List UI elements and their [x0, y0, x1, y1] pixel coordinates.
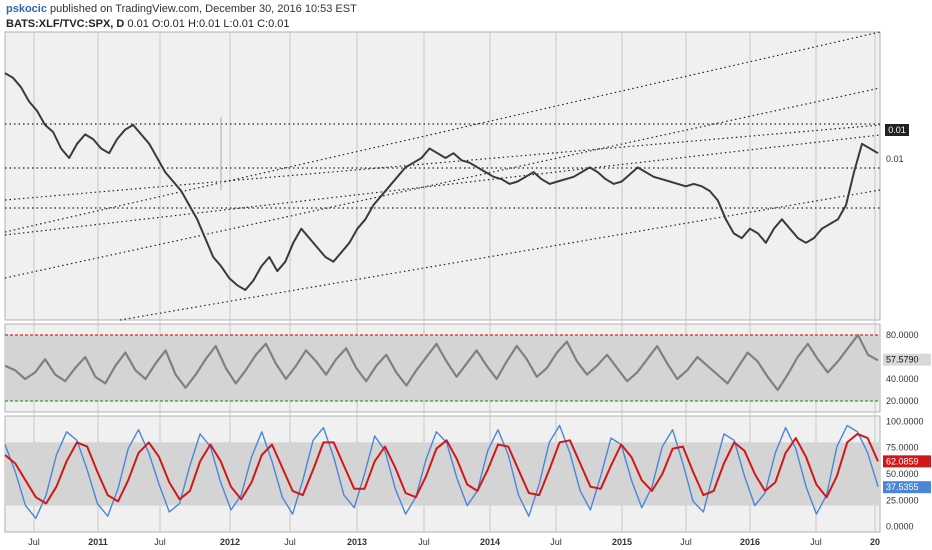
x-tick-label: Jul [28, 537, 40, 547]
price-series-line [4, 72, 879, 291]
rsi-y-tick: 20.0000 [886, 396, 919, 406]
publish-line: pskocic published on TradingView.com, De… [6, 2, 357, 17]
stoch-y-tick: 25.0000 [886, 495, 919, 505]
trendline [4, 87, 881, 279]
author-link[interactable]: pskocic [6, 3, 47, 15]
rsi-last-tag [883, 353, 931, 366]
stoch-k-line [4, 424, 879, 519]
stoch-y-tick: 50.0000 [886, 469, 919, 479]
x-tick-label: 2011 [88, 537, 108, 547]
x-tick-label: Jul [810, 537, 822, 547]
x-tick-label: 2015 [612, 537, 632, 547]
x-tick-label: Jul [284, 537, 296, 547]
panel-price [4, 31, 881, 321]
stoch-y-tick: 75.0000 [886, 443, 919, 453]
trendline [4, 134, 881, 236]
stoch-d-last-value: 62.0859 [886, 456, 919, 466]
rsi-y-tick: 80.0000 [886, 330, 919, 340]
rsi-band [5, 335, 880, 401]
rsi-y-tick: 40.0000 [886, 374, 919, 384]
x-tick-label: 2012 [220, 537, 240, 547]
rsi-series-line [4, 333, 879, 392]
stoch-d-last-tag [883, 455, 931, 468]
ohlc-readout: 0.01 O:0.01 H:0.01 L:0.01 C:0.01 [127, 18, 290, 30]
chart-header: pskocic published on TradingView.com, De… [6, 2, 357, 32]
last-price-tag [885, 124, 909, 136]
price-y-tick: 0.01 [886, 154, 904, 164]
stoch-k-last-tag [883, 481, 931, 494]
x-tick-label: 20 [870, 537, 880, 547]
stoch-y-tick: 100.0000 [886, 416, 924, 426]
x-tick-label: Jul [418, 537, 430, 547]
stoch-k-last-value: 37.5355 [886, 482, 919, 492]
x-tick-label: Jul [680, 537, 692, 547]
symbol-line: BATS:XLF/TVC:SPX, D 0.01 O:0.01 H:0.01 L… [6, 17, 357, 32]
x-tick-label: 2016 [740, 537, 760, 547]
x-tick-label: 2014 [480, 537, 500, 547]
stoch-y-tick: 0.0000 [886, 522, 914, 532]
rsi-last-value: 57.5790 [886, 355, 919, 365]
stoch-band [5, 442, 880, 506]
x-tick-label: Jul [154, 537, 166, 547]
last-price-value: 0.01 [888, 125, 906, 135]
trendline [4, 31, 881, 233]
x-tick-label: Jul [550, 537, 562, 547]
stoch-d-line [4, 432, 879, 505]
x-tick-label: 2013 [347, 537, 367, 547]
publish-info: published on TradingView.com, December 3… [50, 3, 357, 15]
symbol-label[interactable]: BATS:XLF/TVC:SPX, D [6, 18, 125, 30]
